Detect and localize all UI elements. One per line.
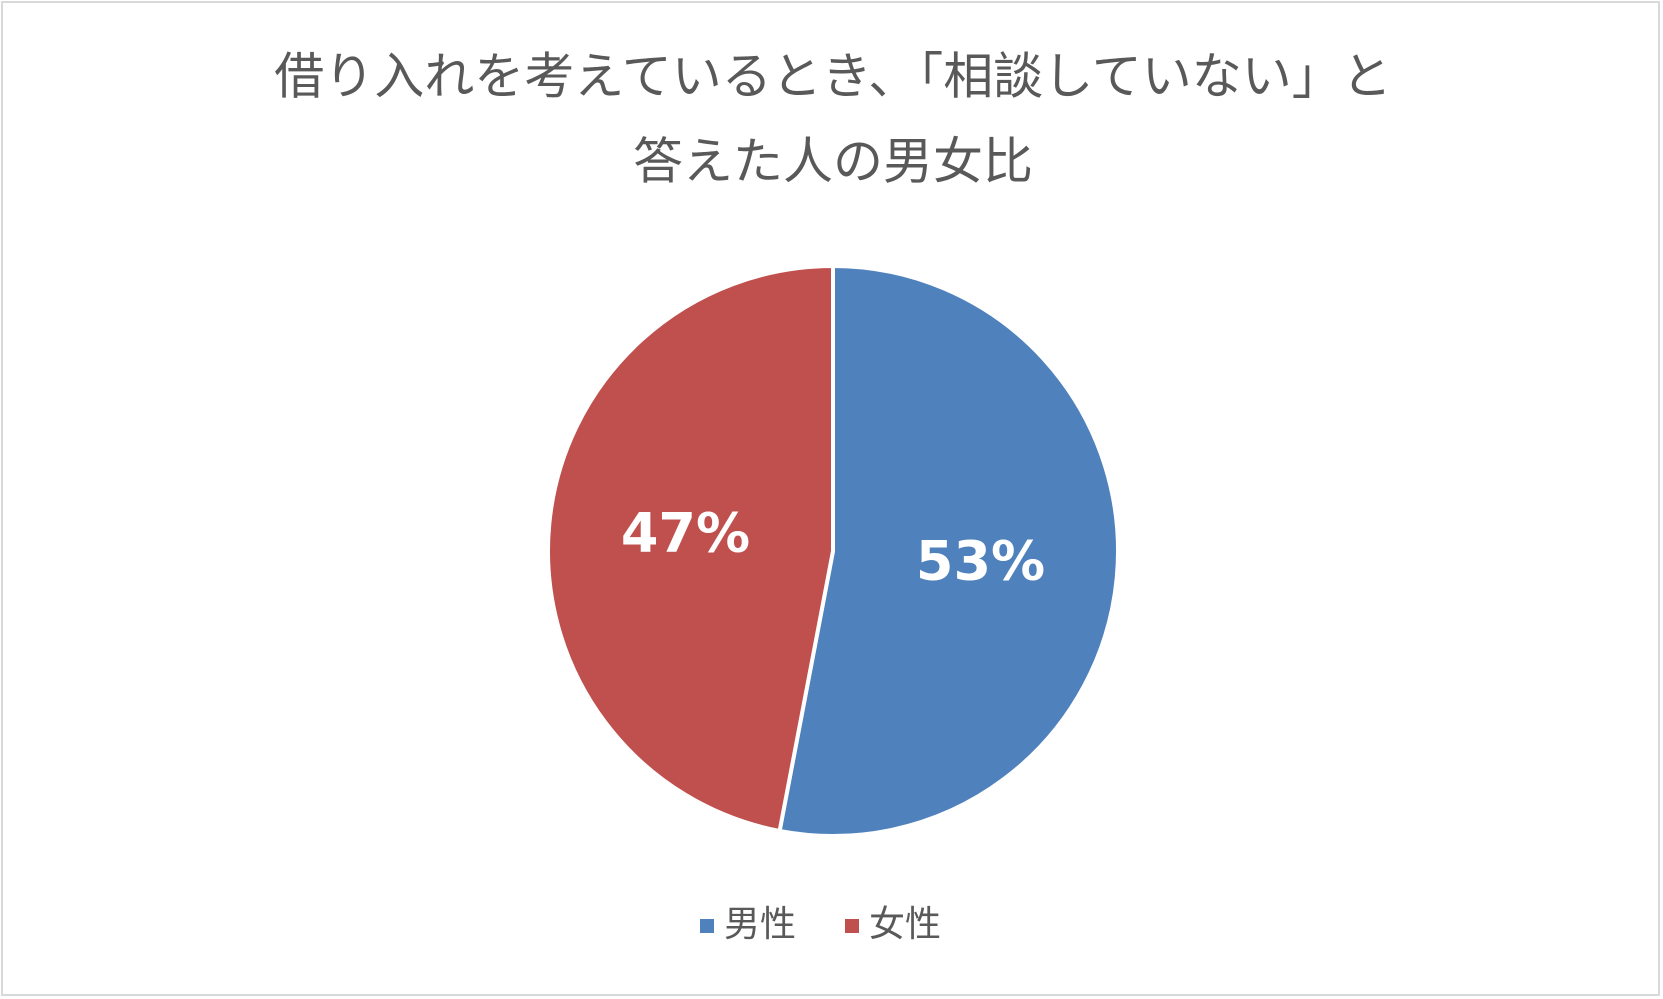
- data-label: 53%: [916, 530, 1045, 593]
- chart-title: 答えた人の男女比: [633, 133, 1033, 191]
- pie-slice: [546, 263, 835, 834]
- data-label: 47%: [621, 502, 750, 565]
- legend-swatch: [845, 919, 859, 933]
- pie-slice: [777, 263, 1120, 838]
- legend-label: 男性: [724, 904, 796, 945]
- legend-swatch: [700, 919, 714, 933]
- legend-label: 女性: [869, 904, 941, 945]
- chart-title: 借り入れを考えているとき、「相談していない」と: [274, 48, 1392, 106]
